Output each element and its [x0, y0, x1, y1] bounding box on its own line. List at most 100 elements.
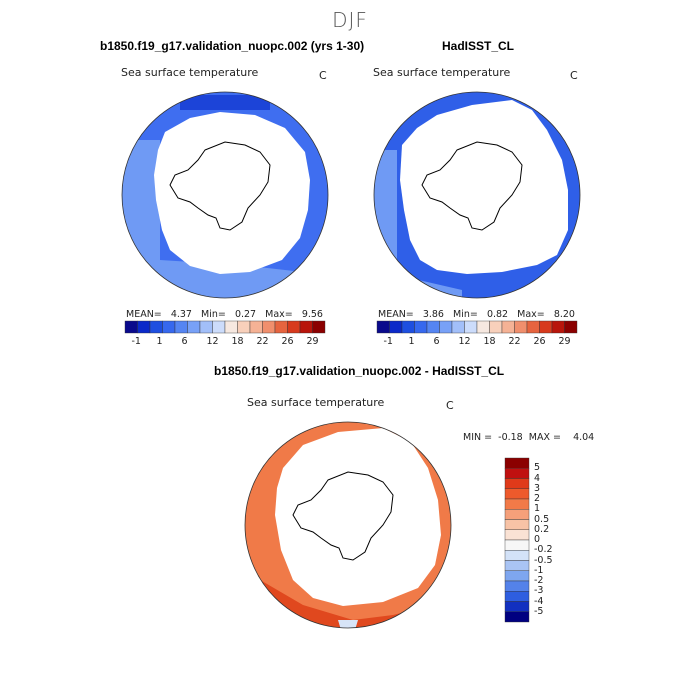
obs-colorbar-swatch [464, 320, 478, 334]
obs-colorbar-swatch [489, 320, 503, 334]
model-colorbar-swatch [224, 320, 238, 334]
obs-colorbar-swatch [451, 320, 465, 334]
model-min-value: 0.27 [234, 309, 257, 320]
model-colorbar-tick-label: 26 [281, 336, 294, 347]
obs-mean-label: MEAN= [378, 309, 414, 320]
obs-colorbar-swatch [401, 320, 415, 334]
model-colorbar-swatch [162, 320, 176, 334]
model-mean-label: MEAN= [126, 309, 162, 320]
obs-colorbar-tick-label: 26 [533, 336, 546, 347]
model-colorbar-swatch [199, 320, 213, 334]
obs-colorbar-swatch [551, 320, 565, 334]
obs-ice-edge [400, 100, 568, 274]
diff-units-label: C [446, 399, 454, 412]
model-colorbar-tick-label: -1 [131, 336, 141, 347]
diff-sst-map [244, 421, 452, 629]
diff-antarctica-coast [292, 471, 394, 561]
model-colorbar-swatch [212, 320, 226, 334]
diff-colorbar-tick-label: -0.2 [534, 544, 553, 556]
diff-colorbar-swatch [504, 560, 530, 571]
obs-stats: MEAN= 3.86 Min= 0.82 Max= 8.20 [378, 309, 575, 320]
obs-colorbar-swatch [476, 320, 490, 334]
model-sst-map [121, 91, 329, 299]
model-colorbar-swatch [149, 320, 163, 334]
diff-colorbar-swatch [504, 570, 530, 582]
obs-sst-map [373, 91, 581, 299]
obs-colorbar-swatch [439, 320, 453, 334]
obs-antarctica-coast [421, 141, 523, 231]
model-colorbar-swatch [287, 320, 301, 334]
model-colorbar-labels: -1 1 6 12 18 22 26 29 [125, 336, 325, 348]
obs-colorbar-swatch [514, 320, 528, 334]
model-ice-edge [154, 112, 310, 274]
model-max-label: Max= [265, 309, 293, 320]
obs-panel-title: HadISST_CL [442, 39, 515, 53]
model-colorbar-swatch [249, 320, 263, 334]
model-colorbar-tick-label: 29 [306, 336, 319, 347]
diff-min-label: MIN = [463, 432, 493, 443]
diff-colorbar-tick-label: 0 [534, 534, 541, 545]
obs-colorbar-swatch [501, 320, 515, 334]
diff-near-zero-patch [338, 620, 358, 628]
model-colorbar-tick-label: 22 [256, 336, 269, 347]
model-colorbar-swatch [237, 320, 251, 334]
model-variable-label: Sea surface temperature [121, 66, 259, 79]
diff-colorbar-tick-label: 3 [534, 482, 541, 494]
obs-min-label: Min= [453, 309, 478, 320]
season-title: DJF [332, 8, 368, 32]
diff-colorbar-tick-label: -2 [534, 575, 544, 586]
diff-colorbar-swatch [504, 488, 530, 500]
diff-colorbar-swatch [504, 509, 530, 520]
diff-panel-title: b1850.f19_g17.validation_nuopc.002 - Had… [214, 364, 505, 378]
model-colorbar-tick-label: 12 [206, 336, 219, 347]
model-colorbar-swatch [299, 320, 313, 334]
diff-colorbar-tick-label: 4 [534, 472, 541, 484]
diff-colorbar-tick-label: -1 [534, 564, 544, 576]
model-max-value: 9.56 [301, 309, 323, 320]
diff-colorbar-swatch [504, 539, 530, 551]
diff-colorbar-swatch [504, 580, 530, 592]
obs-colorbar-swatch [376, 320, 390, 334]
model-colorbar-swatch [274, 320, 288, 334]
model-mean-value: 4.37 [170, 309, 192, 320]
diff-colorbar-swatch [504, 611, 530, 623]
model-colorbar-tick-label: 1 [156, 336, 163, 347]
diff-ice-edge [275, 428, 441, 606]
diff-colorbar-tick-label: 1 [534, 503, 541, 515]
obs-colorbar-swatch [426, 320, 440, 334]
diff-colorbar-tick-label: -3 [534, 585, 544, 597]
obs-min-value: 0.82 [486, 309, 509, 320]
model-colorbar-swatch [312, 320, 326, 334]
obs-colorbar-tick-label: -1 [383, 336, 393, 347]
obs-units-label: C [570, 69, 578, 82]
diff-colorbar-swatch [504, 591, 530, 602]
obs-colorbar-swatch [414, 320, 428, 334]
model-dark-band [180, 95, 270, 110]
model-min-label: Min= [201, 309, 226, 320]
diff-colorbar-tick-label: -4 [534, 595, 544, 607]
obs-colorbar-tick-label: 1 [408, 336, 415, 347]
diff-colorbar-tick-label: 5 [534, 462, 541, 474]
diff-min-value: -0.18 [498, 432, 523, 443]
obs-colorbar [376, 320, 578, 334]
diff-colorbar-swatch [504, 468, 530, 479]
diff-colorbar-swatch [504, 478, 530, 489]
diff-colorbar-swatch [504, 601, 530, 612]
model-colorbar-swatch [124, 320, 138, 334]
obs-variable-label: Sea surface temperature [373, 66, 511, 79]
obs-colorbar-tick-label: 22 [508, 336, 521, 347]
obs-colorbar-tick-label: 12 [458, 336, 471, 347]
model-colorbar [124, 320, 326, 334]
model-colorbar-swatch [262, 320, 276, 334]
obs-colorbar-swatch [564, 320, 578, 334]
diff-max-label: MAX = [528, 432, 561, 443]
model-colorbar-swatch [137, 320, 151, 334]
obs-colorbar-tick-label: 29 [558, 336, 571, 347]
obs-mean-value: 3.86 [422, 309, 444, 320]
diff-colorbar-tick-label: -5 [534, 605, 544, 617]
obs-colorbar-swatch [389, 320, 403, 334]
diff-colorbar-swatch [504, 519, 530, 530]
diff-colorbar-tick-label: -0.5 [534, 554, 553, 566]
diff-colorbar-tick-label: 2 [534, 493, 541, 504]
model-colorbar-swatch [187, 320, 201, 334]
